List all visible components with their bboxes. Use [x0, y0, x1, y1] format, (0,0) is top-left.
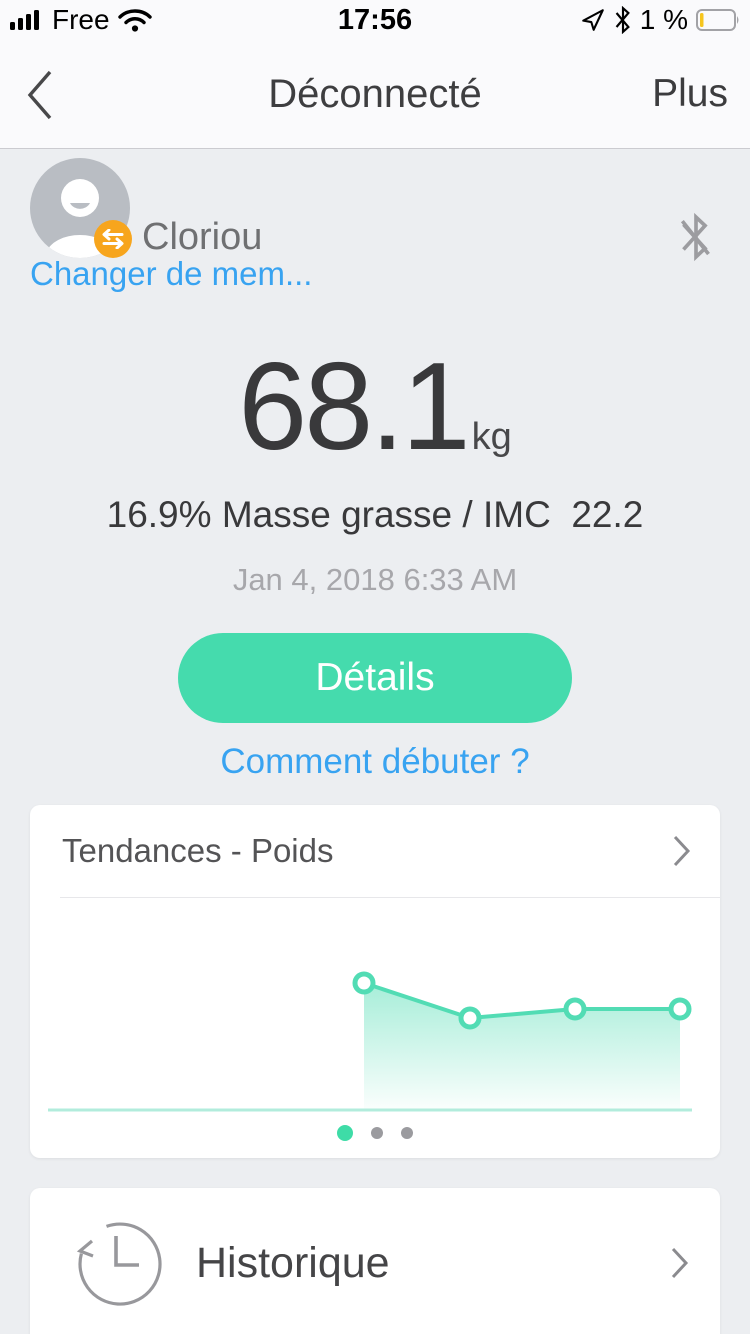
bluetooth-icon [615, 6, 630, 34]
avatar[interactable] [30, 158, 132, 258]
change-member-link[interactable]: Changer de mem... [30, 255, 313, 292]
trend-card: Tendances - Poids [30, 805, 720, 1158]
battery-percent-label: 1 % [639, 4, 688, 35]
battery-icon [696, 9, 739, 31]
history-icon [76, 1220, 164, 1313]
pager-dot-1[interactable] [337, 1125, 353, 1141]
current-weight: 68.1 kg [0, 336, 750, 478]
getting-started-link[interactable]: Comment débuter ? [220, 742, 530, 781]
bluetooth-disabled-icon [676, 212, 716, 267]
body-stats: 16.9% Masse grasse / IMC 22.2 [106, 494, 644, 535]
carrier-label: Free [52, 4, 110, 35]
history-card-title: Historique [196, 1239, 390, 1287]
trend-card-header[interactable]: Tendances - Poids [30, 805, 720, 897]
weight-trend-chart[interactable] [30, 925, 720, 1115]
chevron-left-icon [27, 70, 52, 120]
carousel-pager[interactable] [30, 1125, 720, 1141]
wifi-icon [117, 9, 152, 32]
switch-member-badge[interactable] [94, 220, 132, 258]
chevron-right-icon [671, 1247, 689, 1279]
page-title: Déconnecté [268, 72, 482, 116]
details-button[interactable]: Détails [178, 633, 572, 723]
measurement-timestamp: Jan 4, 2018 6:33 AM [232, 562, 518, 597]
status-time: 17:56 [337, 3, 413, 36]
swap-arrows-icon [102, 229, 124, 249]
nav-bar: Déconnecté Plus [0, 40, 750, 149]
weight-unit: kg [471, 416, 512, 458]
cellular-signal-icon [10, 10, 39, 30]
back-button[interactable] [26, 69, 54, 126]
pager-dot-2[interactable] [371, 1127, 383, 1139]
member-name: Cloriou [142, 216, 263, 258]
history-card[interactable]: Historique [30, 1188, 720, 1334]
trend-card-title: Tendances - Poids [62, 832, 334, 869]
pager-dot-3[interactable] [401, 1127, 413, 1139]
location-arrow-icon [581, 9, 604, 31]
weight-value: 68.1 [238, 338, 470, 476]
more-button[interactable]: Plus [652, 72, 728, 115]
divider [60, 897, 720, 898]
chevron-right-icon [673, 835, 691, 867]
status-bar: Free 17:56 1 % [0, 0, 750, 40]
